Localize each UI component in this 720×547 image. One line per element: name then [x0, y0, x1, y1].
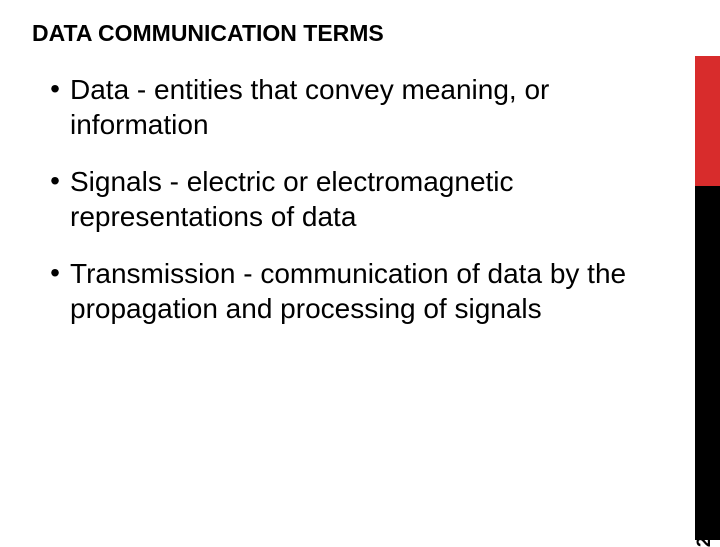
bullet-icon: • [40, 256, 70, 290]
bullet-list: • Data - entities that convey meaning, o… [40, 72, 640, 348]
bullet-text: Transmission - communication of data by … [70, 256, 640, 326]
slide-title: DATA COMMUNICATION TERMS [32, 20, 384, 47]
bullet-text: Signals - electric or electromagnetic re… [70, 164, 640, 234]
list-item: • Data - entities that convey meaning, o… [40, 72, 640, 142]
list-item: • Signals - electric or electromagnetic … [40, 164, 640, 234]
page-number: 27 [694, 526, 716, 547]
bullet-icon: • [40, 72, 70, 106]
bullet-text: Data - entities that convey meaning, or … [70, 72, 640, 142]
list-item: • Transmission - communication of data b… [40, 256, 640, 326]
bullet-icon: • [40, 164, 70, 198]
sidebar-accent [695, 56, 720, 186]
